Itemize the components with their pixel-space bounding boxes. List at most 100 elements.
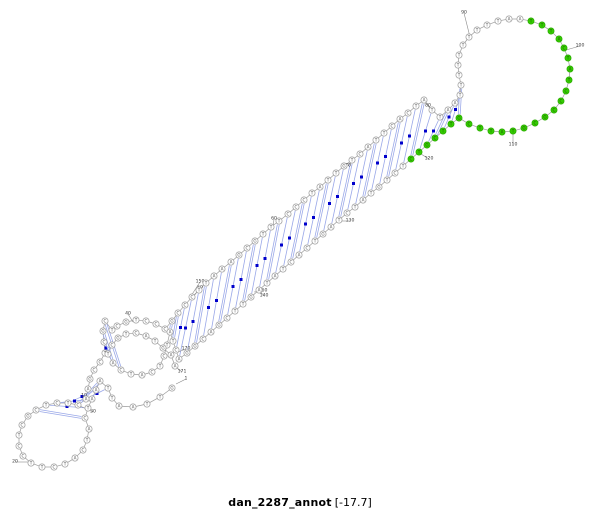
nucleotide[interactable]: T: [565, 76, 573, 84]
nucleotide[interactable]: T: [279, 265, 287, 273]
nucleotide[interactable]: T: [332, 169, 340, 177]
nucleotide[interactable]: G: [319, 230, 327, 238]
nucleotide[interactable]: T: [547, 27, 555, 35]
nucleotide[interactable]: C: [356, 150, 364, 158]
nucleotide[interactable]: C: [74, 401, 82, 409]
nucleotide[interactable]: A: [171, 362, 179, 370]
nucleotide[interactable]: T: [42, 401, 50, 409]
nucleotide[interactable]: T: [454, 61, 462, 69]
nucleotide[interactable]: A: [218, 265, 226, 273]
nucleotide[interactable]: T: [15, 431, 23, 439]
nucleotide[interactable]: C: [223, 314, 231, 322]
nucleotide[interactable]: C: [343, 209, 351, 217]
nucleotide[interactable]: C: [174, 309, 182, 317]
nucleotide[interactable]: A: [92, 386, 100, 394]
nucleotide[interactable]: C: [90, 366, 98, 374]
nucleotide[interactable]: T: [487, 127, 495, 135]
nucleotide[interactable]: T: [259, 230, 267, 238]
nucleotide[interactable]: T: [476, 124, 484, 132]
nucleotide[interactable]: A: [516, 15, 524, 23]
nucleotide[interactable]: T: [538, 21, 546, 29]
nucleotide[interactable]: T: [324, 176, 332, 184]
nucleotide[interactable]: C: [407, 155, 415, 163]
nucleotide[interactable]: G: [168, 317, 176, 325]
nucleotide[interactable]: A: [210, 272, 218, 280]
nucleotide[interactable]: C: [404, 109, 412, 117]
nucleotide[interactable]: A: [175, 355, 183, 363]
nucleotide[interactable]: T: [275, 217, 283, 225]
nucleotide[interactable]: T: [132, 316, 140, 324]
nucleotide[interactable]: T: [372, 136, 380, 144]
nucleotide[interactable]: G: [455, 114, 463, 122]
nucleotide[interactable]: C: [132, 329, 140, 337]
nucleotide[interactable]: G: [541, 113, 549, 121]
nucleotide[interactable]: T: [104, 384, 112, 392]
nucleotide[interactable]: C: [96, 358, 104, 366]
nucleotide[interactable]: C: [53, 399, 61, 407]
nucleotide[interactable]: G: [251, 237, 259, 245]
nucleotide[interactable]: C: [15, 442, 23, 450]
nucleotide[interactable]: A: [167, 351, 175, 359]
nucleotide[interactable]: T: [428, 106, 436, 114]
nucleotide[interactable]: T: [383, 176, 391, 184]
nucleotide[interactable]: T: [156, 362, 164, 370]
nucleotide[interactable]: T: [263, 279, 271, 287]
nucleotide[interactable]: T: [61, 460, 69, 468]
nucleotide[interactable]: T: [151, 337, 159, 345]
nucleotide[interactable]: C: [152, 320, 160, 328]
nucleotide[interactable]: A: [85, 425, 93, 433]
nucleotide[interactable]: T: [351, 203, 359, 211]
nucleotide[interactable]: C: [19, 452, 27, 460]
nucleotide[interactable]: A: [255, 286, 263, 294]
nucleotide[interactable]: A: [566, 65, 574, 73]
nucleotide[interactable]: A: [109, 359, 117, 367]
nucleotide[interactable]: T: [202, 279, 210, 287]
nucleotide[interactable]: C: [562, 87, 570, 95]
nucleotide[interactable]: C: [81, 414, 89, 422]
nucleotide[interactable]: T: [83, 436, 91, 444]
nucleotide[interactable]: T: [509, 127, 517, 135]
nucleotide[interactable]: T: [169, 337, 177, 345]
nucleotide[interactable]: T: [380, 129, 388, 137]
nucleotide[interactable]: G: [191, 342, 199, 350]
nucleotide[interactable]: C: [101, 317, 109, 325]
nucleotide[interactable]: C: [550, 106, 558, 114]
nucleotide[interactable]: A: [96, 377, 104, 385]
nucleotide[interactable]: T: [412, 102, 420, 110]
nucleotide[interactable]: G: [114, 334, 122, 342]
nucleotide[interactable]: C: [287, 258, 295, 266]
nucleotide[interactable]: C: [300, 196, 308, 204]
nucleotide[interactable]: A: [451, 99, 459, 107]
nucleotide[interactable]: T: [231, 307, 239, 315]
nucleotide[interactable]: T: [308, 189, 316, 197]
nucleotide[interactable]: A: [364, 143, 372, 151]
nucleotide[interactable]: C: [243, 244, 251, 252]
nucleotide[interactable]: T: [195, 286, 203, 294]
nucleotide[interactable]: T: [459, 41, 467, 49]
nucleotide[interactable]: G: [24, 412, 32, 420]
nucleotide[interactable]: C: [181, 301, 189, 309]
nucleotide[interactable]: T: [494, 17, 502, 25]
nucleotide[interactable]: C: [108, 341, 116, 349]
nucleotide[interactable]: A: [420, 96, 428, 104]
nucleotide[interactable]: G: [520, 124, 528, 132]
nucleotide[interactable]: A: [142, 332, 150, 340]
nucleotide[interactable]: T: [311, 237, 319, 245]
nucleotide[interactable]: A: [498, 128, 506, 136]
nucleotide[interactable]: A: [316, 183, 324, 191]
nucleotide[interactable]: C: [292, 203, 300, 211]
nucleotide[interactable]: T: [239, 300, 247, 308]
nucleotide[interactable]: T: [335, 216, 343, 224]
nucleotide[interactable]: G: [215, 321, 223, 329]
nucleotide[interactable]: G: [168, 384, 176, 392]
nucleotide[interactable]: T: [483, 21, 491, 29]
nucleotide[interactable]: C: [284, 210, 292, 218]
nucleotide[interactable]: T: [27, 459, 35, 467]
nucleotide[interactable]: A: [359, 196, 367, 204]
nucleotide[interactable]: C: [50, 463, 58, 471]
nucleotide[interactable]: T: [267, 223, 275, 231]
nucleotide[interactable]: C: [391, 169, 399, 177]
nucleotide[interactable]: G: [423, 141, 431, 149]
nucleotide[interactable]: A: [396, 115, 404, 123]
nucleotide[interactable]: A: [227, 258, 235, 266]
